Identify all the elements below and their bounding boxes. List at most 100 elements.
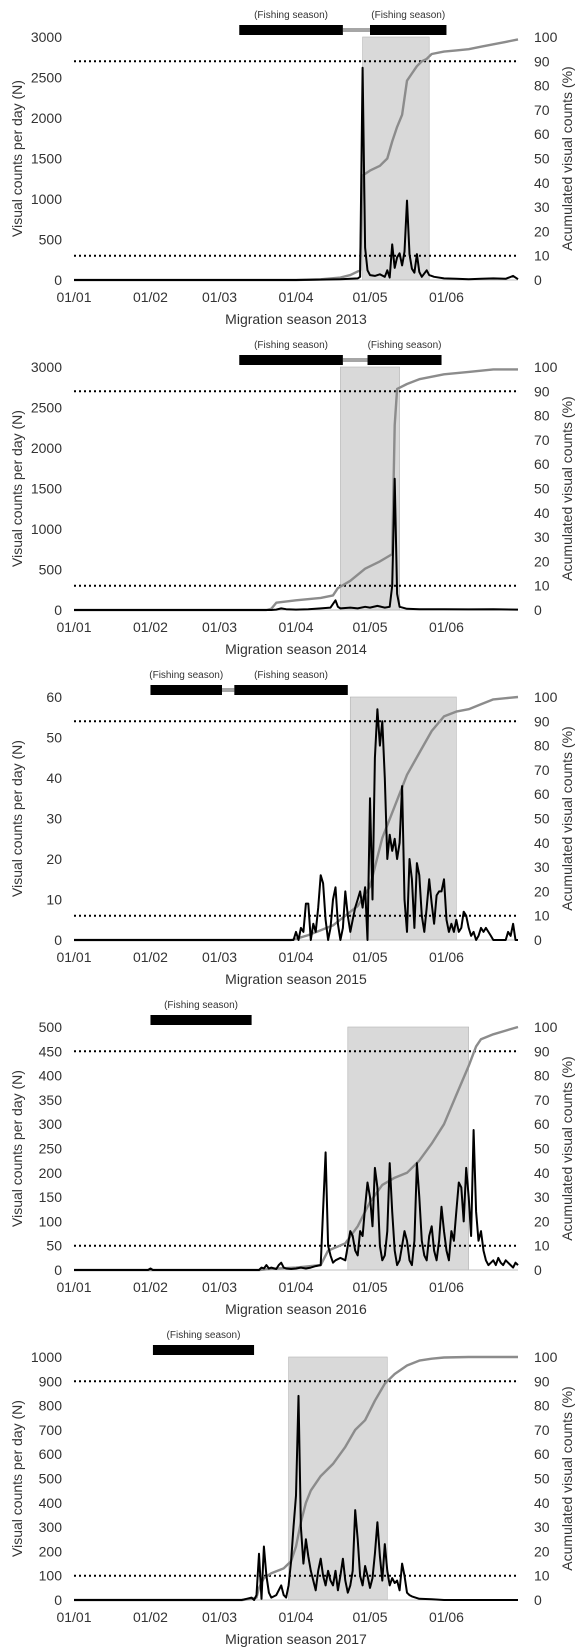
y-tick-label-left: 3000 — [31, 359, 62, 375]
y-tick-label-right: 30 — [534, 1519, 550, 1535]
x-tick-label: 01/04 — [278, 619, 313, 635]
daily-series-line — [74, 1394, 518, 1601]
fishing-season-bar — [234, 685, 348, 695]
x-tick-label: 01/04 — [278, 1609, 313, 1625]
y-tick-label-right: 10 — [534, 248, 550, 264]
y-tick-label-left: 500 — [39, 1471, 63, 1487]
x-tick-label: 01/06 — [429, 949, 464, 965]
fishing-season-label: (Fishing season) — [368, 340, 442, 351]
y-tick-label-right: 90 — [534, 1373, 550, 1389]
fishing-season-bar — [239, 355, 343, 365]
y-tick-label-right: 40 — [534, 1165, 550, 1181]
y-tick-label-left: 60 — [46, 689, 62, 705]
y-axis-title-right: Acumulated visual counts (%) — [559, 726, 575, 910]
x-tick-label: 01/06 — [429, 1279, 464, 1295]
y-tick-label-right: 60 — [534, 1116, 550, 1132]
y-tick-label-right: 40 — [534, 505, 550, 521]
y-tick-label-right: 20 — [534, 223, 550, 239]
fishing-season-label: (Fishing season) — [254, 670, 328, 681]
cumulative-series-line — [74, 38, 519, 282]
y-tick-label-right: 100 — [534, 1349, 558, 1365]
y-tick-label-right: 20 — [534, 553, 550, 569]
chart-panel: (Fishing season) (Fishing season) 0 10 20 30 4… — [9, 670, 575, 987]
chart-panel: (Fishing season)050100150200250300350400… — [9, 1000, 575, 1317]
y-tick-label-left: 0 — [54, 602, 62, 618]
chart-panel: (Fishing season) (Fishing season)05001000… — [9, 10, 575, 327]
y-tick-label-right: 70 — [534, 102, 550, 118]
x-tick-label: 01/05 — [352, 289, 387, 305]
shaded-peak-period — [288, 1356, 388, 1601]
shaded-peak-period — [362, 36, 430, 281]
chart-panel: (Fishing season)010020030040050060070080… — [9, 1330, 575, 1647]
x-tick-label: 01/03 — [202, 1279, 237, 1295]
y-tick-label-right: 60 — [534, 126, 550, 142]
y-tick-label-left: 20 — [46, 851, 62, 867]
y-tick-label-left: 350 — [39, 1092, 63, 1108]
fishing-season-label: (Fishing season) — [167, 1330, 241, 1341]
y-tick-label-right: 90 — [534, 53, 550, 69]
y-tick-label-left: 600 — [39, 1446, 63, 1462]
y-tick-label-right: 40 — [534, 175, 550, 191]
y-tick-label-right: 20 — [534, 1213, 550, 1229]
x-axis-title: Migration season 2016 — [225, 1301, 367, 1317]
y-tick-label-left: 1500 — [31, 481, 62, 497]
y-tick-label-left: 100 — [39, 1213, 63, 1229]
y-tick-label-right: 100 — [534, 29, 558, 45]
y-tick-label-left: 2500 — [31, 70, 62, 86]
y-tick-label-left: 30 — [46, 811, 62, 827]
x-tick-label: 01/05 — [352, 619, 387, 635]
x-tick-label: 01/04 — [278, 949, 313, 965]
y-tick-label-left: 0 — [54, 1262, 62, 1278]
y-tick-label-right: 50 — [534, 1471, 550, 1487]
y-tick-label-right: 100 — [534, 689, 558, 705]
daily-series-line — [74, 477, 519, 611]
y-tick-label-left: 500 — [39, 1019, 63, 1035]
y-tick-label-right: 10 — [534, 1238, 550, 1254]
shaded-peak-period — [347, 1026, 469, 1271]
y-tick-label-right: 70 — [534, 762, 550, 778]
x-tick-label: 01/03 — [202, 949, 237, 965]
y-tick-label-left: 900 — [39, 1373, 63, 1389]
daily-series-line — [74, 66, 519, 281]
y-axis-title-left: Visual counts per day (N) — [9, 1400, 25, 1557]
x-tick-label: 01/06 — [429, 619, 464, 635]
x-tick-label: 01/04 — [278, 1279, 313, 1295]
chart-panel: (Fishing season) (Fishing season)05001000… — [9, 340, 575, 657]
x-tick-label: 01/03 — [202, 619, 237, 635]
y-tick-label-right: 60 — [534, 786, 550, 802]
fishing-season-label: (Fishing season) — [254, 340, 328, 351]
x-axis-title: Migration season 2013 — [225, 311, 367, 327]
y-tick-label-left: 300 — [39, 1116, 63, 1132]
y-tick-label-left: 300 — [39, 1519, 63, 1535]
y-tick-label-right: 100 — [534, 359, 558, 375]
cumulative-series-line — [74, 368, 518, 612]
y-tick-label-right: 80 — [534, 1068, 550, 1084]
y-tick-label-right: 0 — [534, 1262, 542, 1278]
y-tick-label-left: 700 — [39, 1422, 63, 1438]
y-tick-label-right: 20 — [534, 1543, 550, 1559]
x-axis-title: Migration season 2014 — [225, 641, 367, 657]
x-tick-label: 01/05 — [352, 1609, 387, 1625]
y-tick-label-right: 30 — [534, 1189, 550, 1205]
y-tick-label-right: 80 — [534, 408, 550, 424]
y-tick-label-right: 50 — [534, 151, 550, 167]
y-tick-label-right: 30 — [534, 199, 550, 215]
y-axis-title-left: Visual counts per day (N) — [9, 410, 25, 567]
y-tick-label-left: 3000 — [31, 29, 62, 45]
y-axis-title-right: Acumulated visual counts (%) — [559, 396, 575, 580]
y-tick-label-right: 20 — [534, 883, 550, 899]
shaded-peak-period — [340, 366, 400, 611]
y-tick-label-left: 50 — [46, 1238, 62, 1254]
y-tick-label-left: 0 — [54, 932, 62, 948]
cumulative-series-line — [74, 1025, 519, 1272]
y-tick-label-left: 1000 — [31, 1349, 62, 1365]
y-tick-label-right: 60 — [534, 456, 550, 472]
y-axis-title-right: Acumulated visual counts (%) — [559, 66, 575, 250]
fishing-season-bar — [150, 1015, 252, 1025]
y-tick-label-right: 90 — [534, 1043, 550, 1059]
y-tick-label-right: 70 — [534, 1092, 550, 1108]
x-tick-label: 01/02 — [133, 1609, 168, 1625]
x-tick-label: 01/03 — [202, 289, 237, 305]
y-tick-label-right: 70 — [534, 1422, 550, 1438]
y-tick-label-right: 10 — [534, 908, 550, 924]
